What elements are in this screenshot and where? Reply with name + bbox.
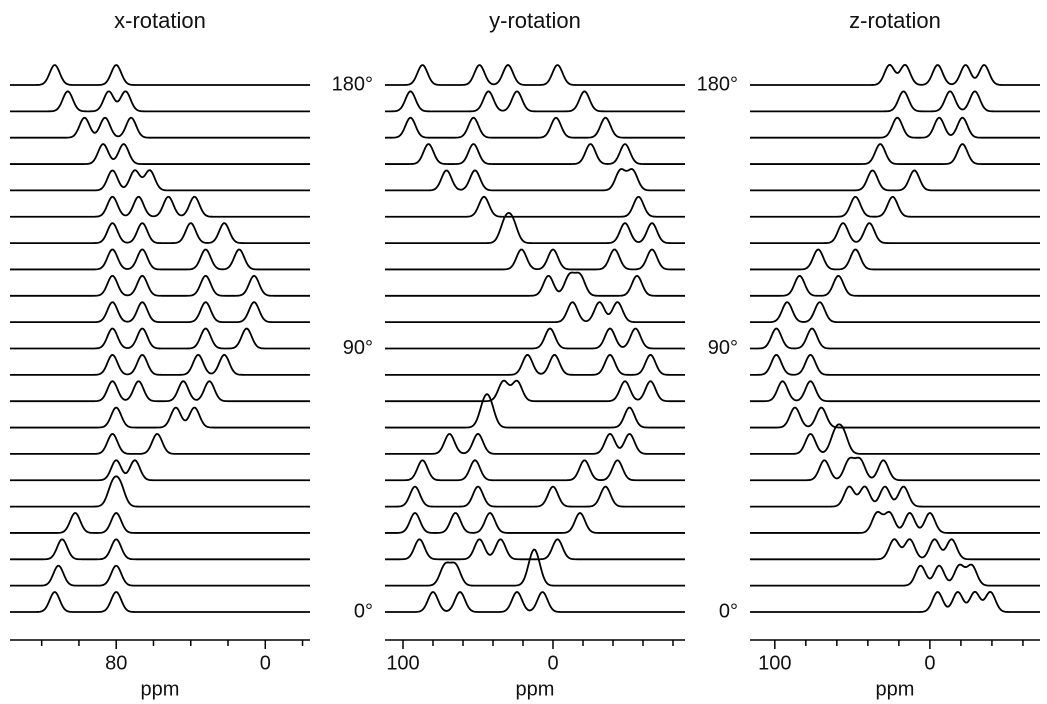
spectrum-trace — [385, 591, 685, 613]
spectrum-trace — [750, 538, 1040, 561]
spectrum-trace — [750, 143, 1040, 165]
spectrum-trace — [10, 475, 310, 508]
spectrum-trace — [750, 301, 1040, 324]
spectrum-trace — [385, 548, 685, 587]
spectrum-trace — [750, 116, 1040, 139]
spectrum-trace — [10, 301, 310, 324]
spectrum-trace — [10, 274, 310, 297]
spectrum-trace — [10, 380, 310, 403]
x-tick-label: 0 — [260, 652, 271, 674]
spectrum-trace — [385, 195, 685, 218]
x-tick-label: 0 — [924, 652, 935, 674]
spectrum-trace — [385, 116, 685, 139]
spectrum-trace — [10, 248, 310, 271]
x-axis-label: ppm — [876, 678, 915, 700]
spectrum-trace — [750, 90, 1040, 113]
spectrum-trace — [750, 222, 1040, 244]
spectrum-trace — [750, 563, 1040, 587]
spectrum-trace — [750, 327, 1040, 350]
x-tick-label: 80 — [105, 652, 127, 674]
spectrum-trace — [750, 353, 1040, 376]
angle-label: 90° — [708, 337, 738, 359]
spectrum-trace — [750, 510, 1040, 534]
panel-title: x-rotation — [114, 8, 206, 33]
spectrum-trace — [10, 195, 310, 218]
panel-title: y-rotation — [489, 8, 581, 33]
angle-label: 0° — [354, 600, 373, 622]
spectrum-trace — [385, 168, 685, 192]
spectrum-trace — [10, 116, 310, 139]
spectrum-trace — [385, 393, 685, 429]
spectrum-trace — [750, 195, 1040, 218]
spectrum-trace — [10, 459, 310, 482]
angle-label: 180° — [697, 73, 738, 95]
x-tick-label: 0 — [547, 652, 558, 674]
panel-title: z-rotation — [849, 8, 941, 33]
spectrum-trace — [750, 423, 1040, 455]
spectrum-trace — [10, 538, 310, 561]
spectrum-trace — [385, 511, 685, 534]
spectrum-trace — [10, 591, 310, 613]
spectrum-trace — [385, 432, 685, 455]
angle-label: 0° — [719, 600, 738, 622]
spectrum-trace — [750, 274, 1040, 297]
spectrum-trace — [750, 590, 1040, 613]
spectrum-trace — [10, 406, 310, 429]
spectrum-trace — [385, 327, 685, 350]
spectrum-trace — [750, 248, 1040, 271]
spectrum-trace — [385, 143, 685, 165]
spectrum-trace — [385, 64, 685, 86]
spectrum-trace — [750, 63, 1040, 86]
spectrum-trace — [10, 64, 310, 86]
spectrum-trace — [750, 380, 1040, 403]
x-tick-label: 100 — [758, 652, 791, 674]
spectrum-trace — [10, 353, 310, 376]
spectrum-trace — [385, 248, 685, 271]
spectrum-trace — [385, 353, 685, 376]
spectrum-trace — [10, 564, 310, 587]
spectrum-trace — [10, 512, 310, 534]
spectrum-trace — [750, 169, 1040, 192]
spectrum-trace — [385, 379, 685, 403]
spectrum-trace — [385, 301, 685, 324]
x-tick-label: 100 — [386, 652, 419, 674]
spectrum-trace — [10, 143, 310, 165]
angle-label: 180° — [332, 73, 373, 95]
x-axis-label: ppm — [141, 678, 180, 700]
spectrum-trace — [10, 432, 310, 455]
spectrum-trace — [385, 90, 685, 113]
spectrum-trace — [750, 406, 1040, 429]
spectrum-trace — [385, 459, 685, 482]
x-axis-label: ppm — [516, 678, 555, 700]
spectrum-trace — [750, 485, 1040, 508]
spectrum-trace — [10, 222, 310, 244]
spectrum-trace — [10, 90, 310, 113]
spectrum-trace — [10, 169, 310, 192]
angle-label: 90° — [343, 337, 373, 359]
spectrum-trace — [385, 271, 685, 297]
spectrum-trace — [750, 456, 1040, 482]
spectrum-trace — [385, 538, 685, 561]
spectrum-trace — [385, 211, 685, 244]
spectrum-trace — [385, 485, 685, 508]
spectrum-trace — [10, 327, 310, 350]
